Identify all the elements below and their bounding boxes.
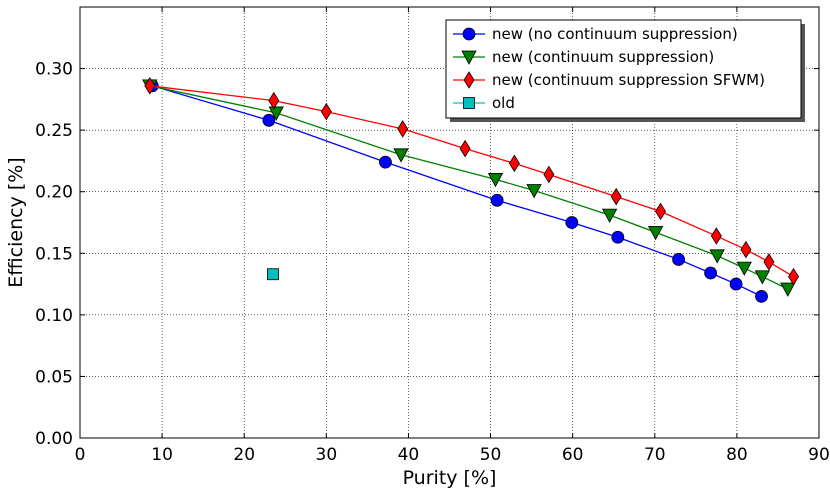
y-tick-label: 0.00 [35,429,73,449]
data-point [755,289,768,303]
y-tick-label: 0.05 [35,367,73,387]
legend-entry: old [453,94,515,112]
legend-marker [462,27,476,41]
data-point [459,139,471,158]
series-line [152,85,762,297]
y-tick-label: 0.20 [35,183,73,203]
data-point [704,266,718,280]
legend-entry: new (no continuum suppression) [453,25,738,43]
data-point [508,154,520,173]
y-tick-label: 0.10 [35,306,73,326]
data-point [710,227,722,245]
data-point [736,261,752,276]
data-point [788,267,800,286]
legend-marker [461,50,477,65]
data-point [397,120,409,138]
legend-label: old [492,94,515,112]
ticks: 0 10 20 30 40 50 60 70 80 90 0.00 0.05 0.10 0.15 0.20 0… [35,7,830,465]
y-axis-label: Efficiency [%] [5,157,27,287]
data-point [144,77,156,95]
data-point [610,187,622,206]
series-2 [144,77,800,286]
x-tick-label: 10 [151,445,173,465]
legend-entry: new (continuum suppression SFWM) [453,71,765,89]
x-tick-label: 20 [233,445,255,465]
data-point [393,148,409,163]
data-point [754,270,771,285]
data-point [655,202,666,221]
data-point [740,240,752,259]
data-point [526,184,542,199]
legend-label: new (continuum suppression SFWM) [492,71,765,89]
y-tick-label: 0.25 [35,121,73,141]
legend-entry: new (continuum suppression) [453,48,714,66]
x-tick-label: 50 [480,445,502,465]
data-point [709,249,725,264]
legend: new (no continuum suppression) new (conti… [445,19,805,122]
x-tick-label: 30 [316,445,338,465]
x-tick-label: 60 [562,445,584,465]
data-point [262,113,276,127]
data-point [601,208,618,223]
data-point [268,106,284,121]
series-0 [145,79,768,303]
data-point [543,165,555,184]
data-point [379,155,392,169]
data-point [320,102,332,121]
x-tick-label: 40 [398,445,420,465]
data-point [780,282,796,297]
plot-frame [79,6,820,439]
data-point [487,173,504,188]
data-point [565,216,579,229]
legend-label: new (continuum suppression) [492,48,714,66]
series-3 [267,268,279,281]
data-point [647,226,664,241]
legend-box [445,19,802,119]
x-tick-label: 90 [808,445,830,465]
legend-marker [463,71,475,89]
data-point [267,268,279,281]
x-tick-label: 0 [75,445,86,465]
data-point [490,193,504,207]
x-tick-label: 70 [644,445,666,465]
data-point [763,253,775,271]
x-axis-label: Purity [%] [403,467,497,489]
y-tick-label: 0.30 [35,60,73,80]
grid [79,7,820,439]
data-point [729,277,743,291]
legend-marker [463,97,475,109]
x-tick-label: 80 [726,445,748,465]
series-layer [142,77,800,303]
data-point [672,253,685,266]
legend-label: new (no continuum suppression) [492,25,738,43]
y-tick-label: 0.15 [35,244,73,264]
data-point [611,230,625,244]
data-point [268,91,280,110]
series-1 [142,79,796,297]
